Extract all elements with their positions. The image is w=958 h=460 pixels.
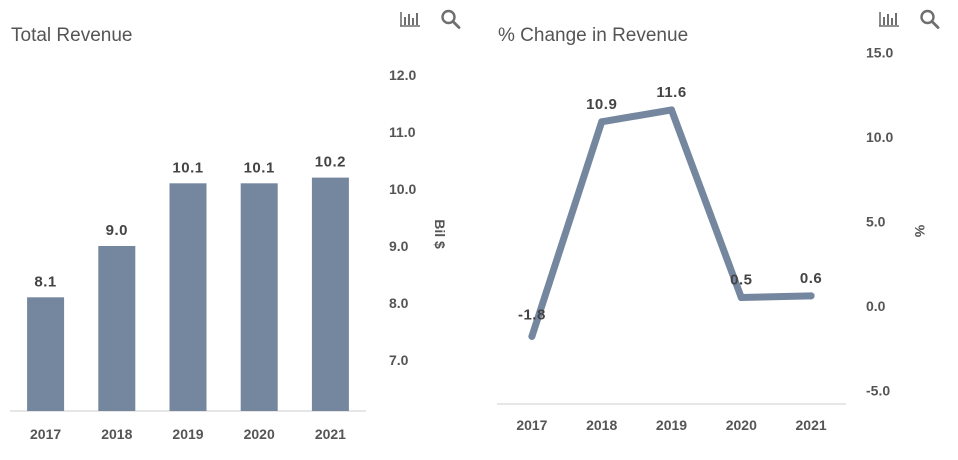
chart-title: % Change in Revenue — [498, 25, 689, 46]
bar — [98, 246, 136, 411]
bar — [27, 297, 65, 411]
series-line — [528, 106, 815, 340]
y-tick-label: 0.0 — [866, 298, 886, 314]
y-tick-label: 5.0 — [866, 214, 886, 230]
y-tick-label: 8.0 — [389, 295, 409, 311]
x-tick-label: 2018 — [101, 426, 132, 442]
y-tick-label: 10.0 — [389, 181, 416, 197]
x-tick-label: 2019 — [172, 426, 203, 442]
data-label: 10.1 — [172, 159, 203, 176]
x-tick-label: 2020 — [726, 417, 757, 433]
data-point — [737, 294, 745, 302]
search-icon[interactable] — [919, 9, 941, 29]
data-point — [668, 106, 675, 114]
y-axis-title: % — [912, 225, 928, 238]
y-tick-label: 11.0 — [389, 124, 416, 140]
data-point — [598, 118, 606, 126]
x-tick-label: 2020 — [244, 426, 275, 442]
data-label: 10.9 — [586, 96, 617, 113]
data-label: 10.2 — [315, 154, 346, 171]
revenue-change-chart: -1.8 2017 10.9 2018 11.6 2019 0.5 2020 0.6 2021 -5… — [497, 45, 928, 433]
total-revenue-chart-panel: Total Revenue 8.1 2017 9.0 2018 10.1 2019 10.1… — [10, 9, 462, 442]
data-point — [807, 292, 815, 300]
data-label: 11.6 — [656, 84, 686, 101]
bar — [169, 183, 207, 411]
x-tick-label: 2018 — [586, 417, 617, 433]
total-revenue-chart: 8.1 2017 9.0 2018 10.1 2019 10.1 2020 10.2 2021 7.… — [10, 67, 448, 442]
bar — [311, 177, 349, 411]
data-point — [528, 332, 536, 340]
chart-title: Total Revenue — [11, 25, 133, 46]
bar-chart-icon[interactable] — [399, 9, 421, 29]
y-tick-label: -5.0 — [866, 383, 890, 399]
x-tick-label: 2021 — [796, 417, 827, 433]
data-label: 8.1 — [34, 273, 56, 290]
x-tick-label: 2017 — [30, 426, 61, 442]
data-label: 0.5 — [730, 272, 752, 289]
x-tick-label: 2017 — [516, 417, 547, 433]
data-label: 10.1 — [244, 159, 275, 176]
data-label: 9.0 — [106, 222, 128, 239]
y-tick-label: 12.0 — [389, 67, 416, 83]
data-label: 0.6 — [800, 270, 822, 287]
y-tick-label: 9.0 — [389, 238, 409, 254]
x-tick-label: 2021 — [315, 426, 346, 442]
data-label: -1.8 — [518, 306, 546, 323]
x-tick-label: 2019 — [656, 417, 687, 433]
y-tick-label: 10.0 — [866, 129, 893, 145]
search-icon[interactable] — [440, 9, 462, 29]
y-tick-label: 15.0 — [866, 45, 893, 61]
revenue-change-chart-panel: % Change in Revenue -1.8 2017 10.9 2018 11.6… — [480, 0, 958, 460]
bar-chart-icon[interactable] — [878, 9, 900, 29]
y-axis-title: Bil $ — [432, 219, 448, 249]
y-tick-label: 7.0 — [389, 352, 409, 368]
bar — [240, 183, 278, 411]
